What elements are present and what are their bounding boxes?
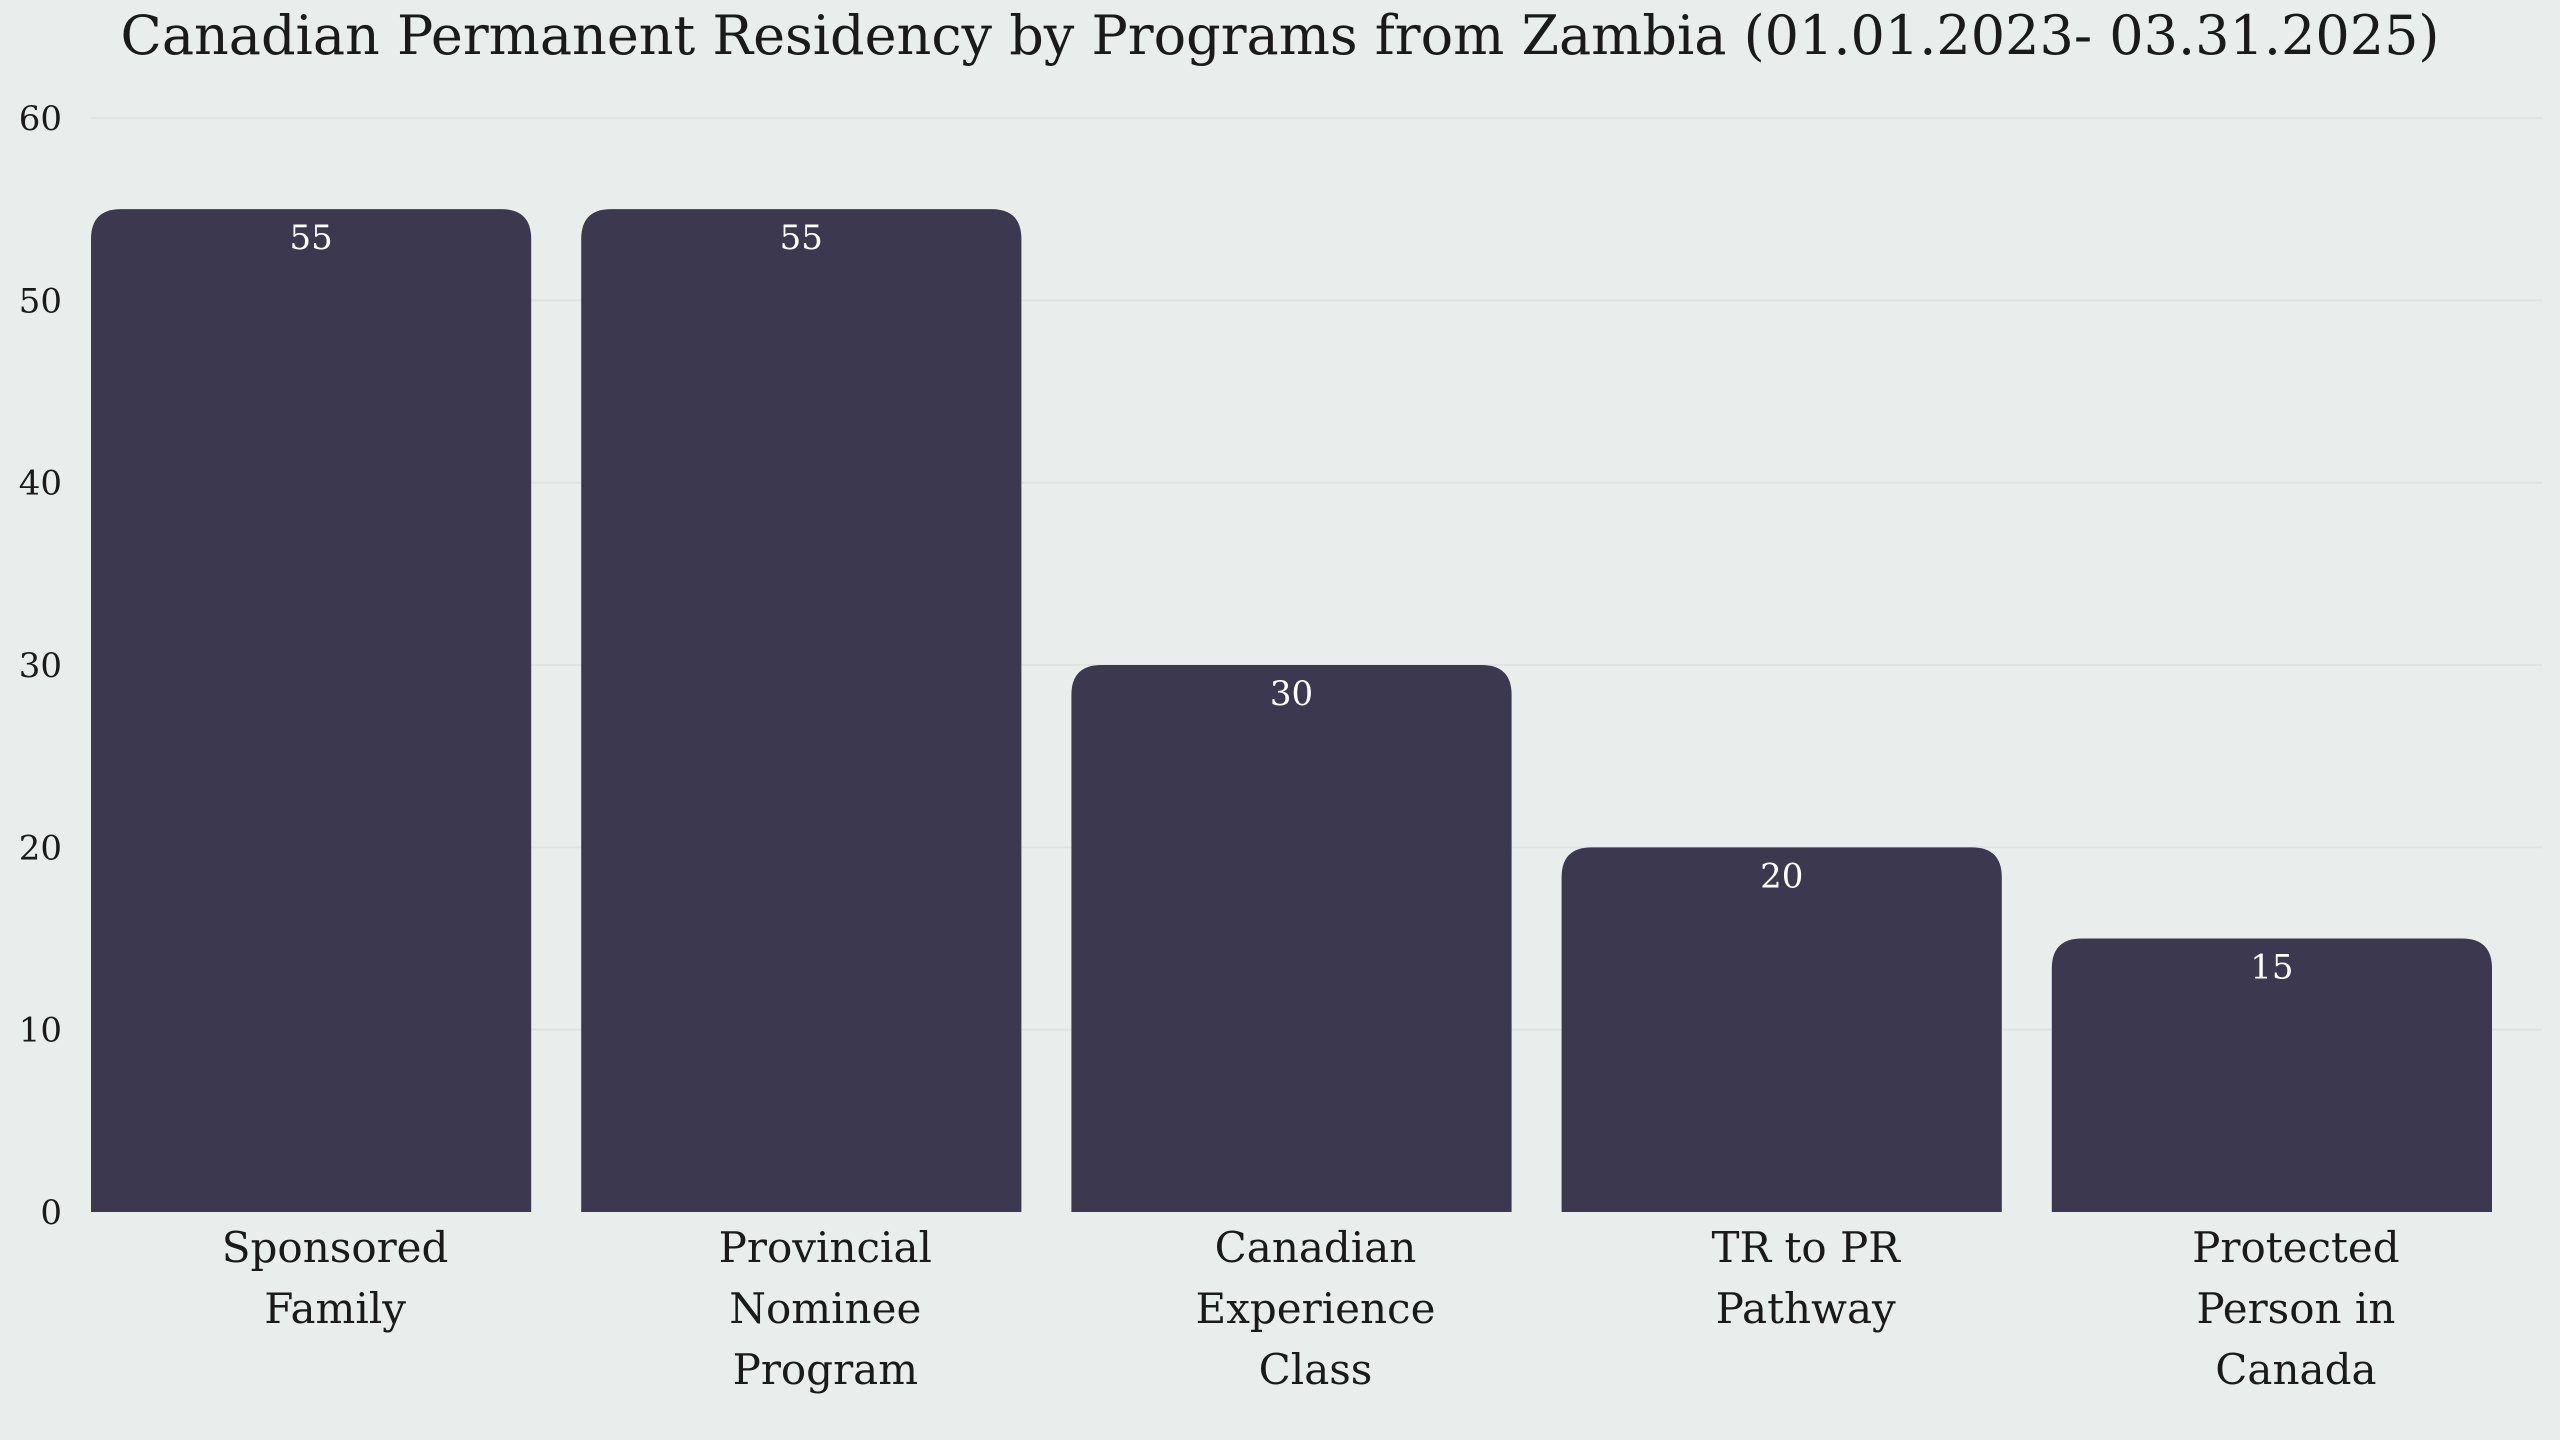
x-tick-label-line: Family (264, 1284, 406, 1333)
y-tick-label: 50 (19, 281, 62, 321)
y-tick-label: 0 (40, 1193, 62, 1233)
x-tick-label-line: Experience (1196, 1284, 1436, 1333)
x-tick-label: Canadian Experience Class (1196, 1223, 1436, 1394)
x-tick-label-line: Nominee (729, 1284, 921, 1333)
x-tick-label-line: TR to PR (1712, 1223, 1902, 1272)
bar (1071, 665, 1512, 1212)
y-tick-label: 20 (19, 828, 62, 868)
bar (91, 209, 532, 1212)
chart-title: Canadian Permanent Residency by Programs… (120, 4, 2440, 67)
x-axis-labels: Sponsored Family Provincial Nominee Program C… (222, 1223, 2400, 1394)
x-tick-label: Provincial Nominee Program (719, 1223, 932, 1394)
x-tick-label-line: Sponsored (222, 1223, 449, 1272)
data-label: 30 (1270, 674, 1313, 714)
data-label: 20 (1760, 856, 1803, 896)
data-label: 55 (289, 218, 332, 258)
x-tick-label-line: Provincial (719, 1223, 932, 1272)
bar (1561, 847, 2002, 1212)
x-tick-label-line: Pathway (1716, 1284, 1896, 1333)
x-tick-label-line: Class (1259, 1345, 1373, 1394)
x-tick-label: TR to PR Pathway (1712, 1223, 1902, 1333)
x-tick-label-line: Canadian (1215, 1223, 1417, 1272)
x-tick-label-line: Protected (2192, 1223, 2400, 1272)
x-tick-label-line: Program (733, 1345, 918, 1394)
y-axis-ticks: 0 10 20 30 40 50 60 (19, 99, 62, 1233)
x-tick-label: Protected Person in Canada (2192, 1223, 2400, 1394)
x-tick-label-line: Canada (2215, 1345, 2376, 1394)
y-tick-label: 30 (19, 646, 62, 686)
data-labels: 55 55 30 20 15 (289, 218, 2293, 987)
y-tick-label: 10 (19, 1011, 62, 1051)
bar (2051, 938, 2492, 1212)
bar (581, 209, 1022, 1212)
data-label: 55 (780, 218, 823, 258)
y-tick-label: 60 (19, 99, 62, 139)
data-label: 15 (2250, 948, 2293, 988)
x-tick-label: Sponsored Family (222, 1223, 449, 1333)
bars (91, 209, 2492, 1212)
y-tick-label: 40 (19, 464, 62, 504)
x-tick-label-line: Person in (2196, 1284, 2395, 1333)
